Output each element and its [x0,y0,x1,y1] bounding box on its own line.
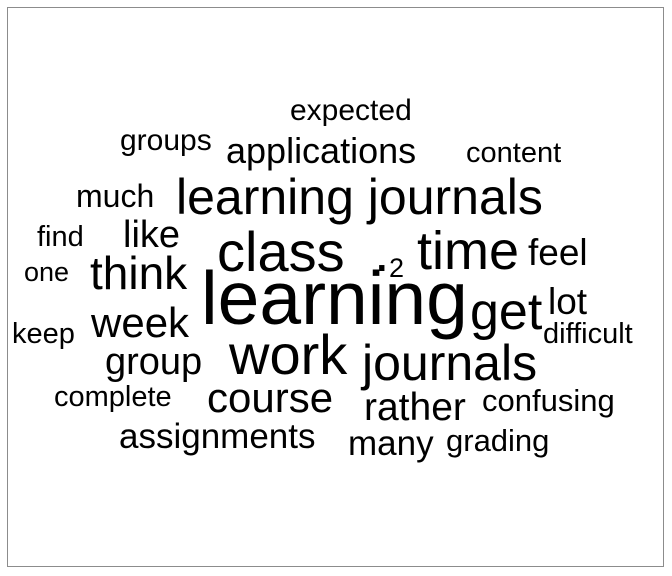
word-week: week [91,299,190,346]
word-much: much [76,178,155,214]
word-keep: keep [12,318,75,350]
word-expected: expected [290,94,412,127]
word-learning: learning [201,256,468,340]
word-feel: feel [528,232,588,273]
word-difficult: difficult [543,318,633,350]
word-learning-journals: learning journals [176,169,543,225]
word-group: group [105,341,203,383]
word-think: think [90,247,188,299]
word-get: get [470,283,543,341]
word-many: many [348,424,434,463]
word-one: one [24,257,70,287]
word-time: time [417,221,520,281]
word-assignments: assignments [119,417,316,456]
word-cloud-frame: expected groups applications content muc… [7,7,664,567]
word-content: content [466,137,562,169]
word-class: class [217,220,345,283]
word-lot: lot [548,281,588,322]
word-class-dot: . [374,220,390,283]
word-grading: grading [446,423,550,458]
word-applications: applications [226,130,417,171]
word-confusing: confusing [482,383,615,418]
word-like: like [123,214,181,256]
word-course: course [207,374,334,421]
word-work: work [229,323,348,386]
word-2: 2 [389,253,405,283]
word-rather: rather [364,386,466,429]
word-complete: complete [54,381,172,413]
word-find: find [37,221,84,253]
word-groups: groups [120,124,212,157]
word-journals: journals [362,335,538,391]
